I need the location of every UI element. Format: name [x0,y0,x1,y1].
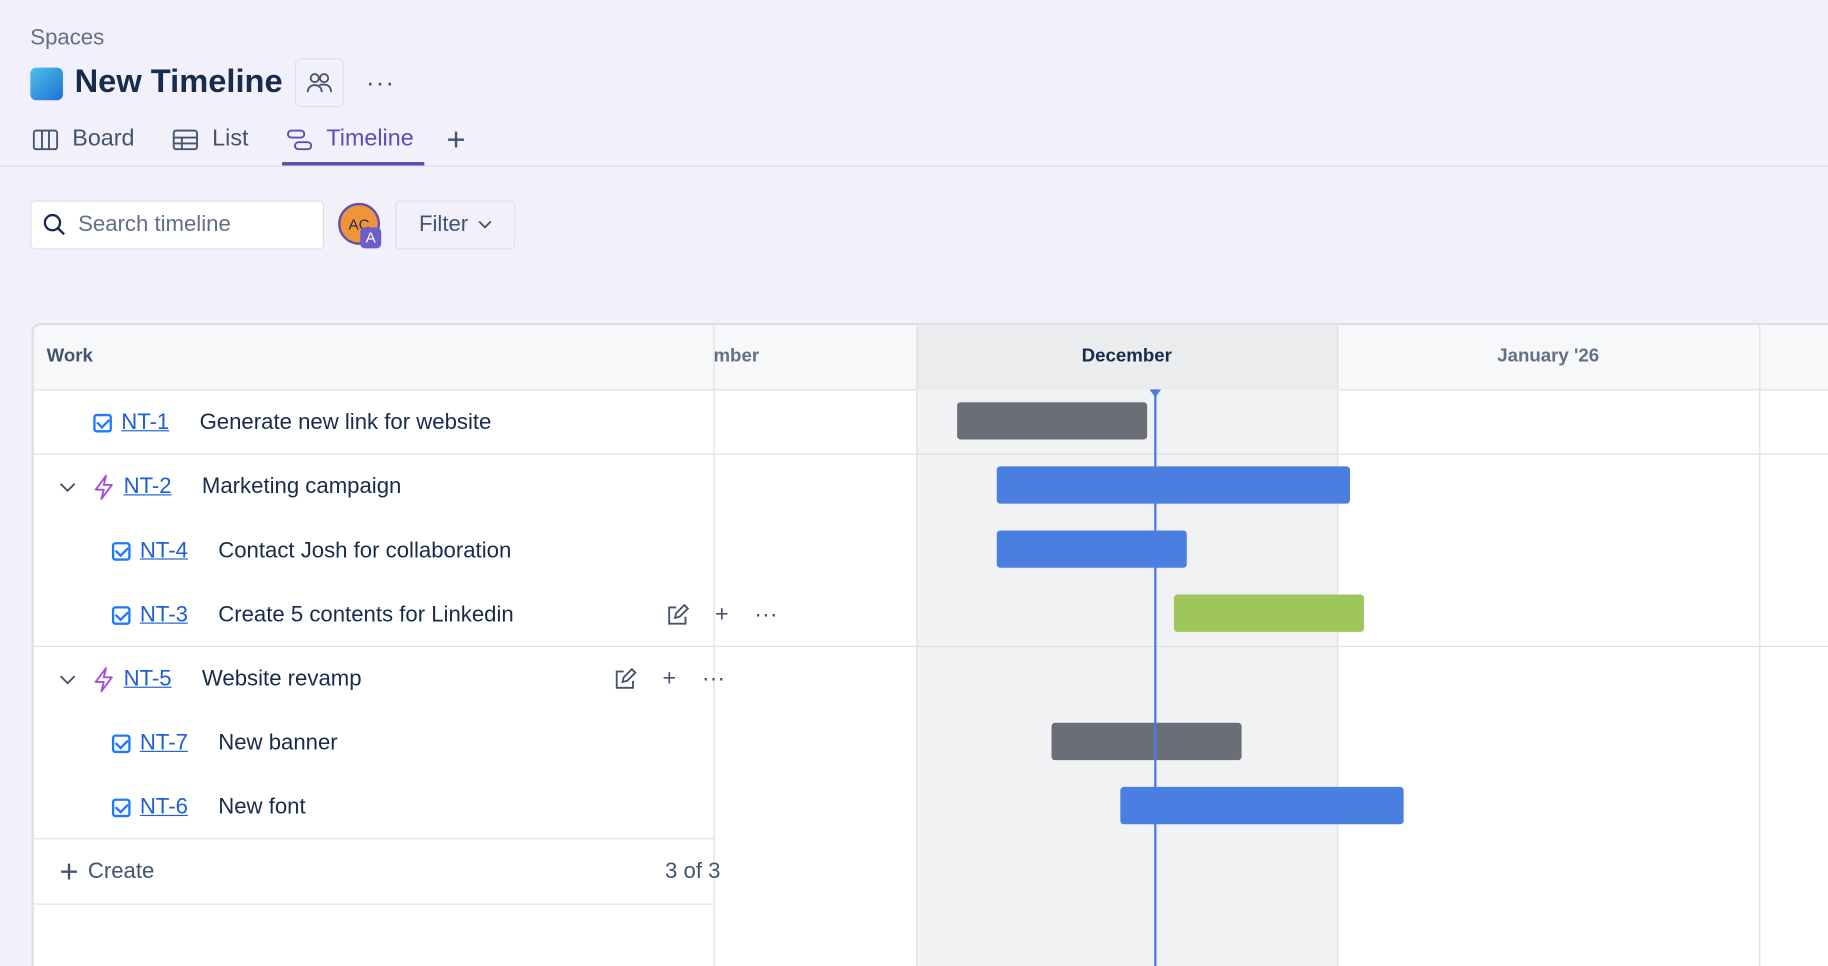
list-icon [172,129,198,150]
search-placeholder: Search timeline [78,212,231,237]
timeline-grid: mber December January '26 Work NT-1 Gener… [31,322,1828,966]
tab-timeline[interactable]: Timeline [287,126,414,153]
issue-key[interactable]: NT-7 [139,730,188,755]
issue-summary[interactable]: Contact Josh for collaboration [218,538,512,563]
work-row: NT-6 New font [34,775,792,839]
task-icon [111,797,131,817]
tab-underline [282,162,425,166]
more-button[interactable]: ··· [366,67,396,97]
work-header-cell [33,325,714,391]
issue-key[interactable]: NT-3 [139,602,188,627]
month-label: December [1081,346,1172,367]
epic-icon [94,474,113,500]
issue-summary[interactable]: Generate new link for website [199,409,492,435]
issue-key[interactable]: NT-5 [123,666,172,691]
tab-label: Timeline [326,125,414,152]
row-separator [33,645,714,648]
more-icon[interactable]: ··· [701,665,726,692]
people-button[interactable] [294,58,344,108]
row-separator [33,453,714,455]
month-label: January '26 [1497,346,1600,367]
month-line [1337,325,1339,966]
item-count: 3 of 3 [665,858,721,884]
work-header: Work [46,346,93,367]
add-icon[interactable]: + [662,665,677,692]
avatar-badge: A [360,227,382,249]
issue-key[interactable]: NT-2 [123,473,172,499]
work-row: NT-4 Contact Josh for collaboration [34,519,792,583]
task-icon [111,541,131,561]
filter-label: Filter [418,212,469,237]
today-line [1154,389,1157,966]
add-icon[interactable]: + [715,601,729,628]
task-icon [111,733,131,753]
work-pane: Work NT-1 Generate new link for website N… [33,325,778,966]
issue-summary[interactable]: New font [218,794,306,819]
issue-summary[interactable]: Website revamp [201,666,362,691]
breadcrumb[interactable]: Spaces [30,25,105,51]
row-separator [33,903,714,905]
create-label: Create [87,858,155,884]
create-row[interactable]: + Create 3 of 3 [34,839,739,903]
edit-icon[interactable] [666,603,690,626]
today-marker [1149,389,1162,398]
row-actions: + ··· [666,602,778,629]
issue-summary[interactable]: Marketing campaign [201,473,402,499]
space-icon [30,67,63,101]
bar[interactable] [996,530,1187,568]
row-separator [713,453,1828,455]
issue-summary[interactable]: New banner [218,730,338,755]
bar[interactable] [996,466,1350,504]
work-row: NT-1 Generate new link for website [34,391,773,455]
expand-chevron[interactable] [59,673,76,685]
work-row: NT-3 Create 5 contents for Linkedin + ··· [34,583,792,647]
edit-icon[interactable] [614,667,637,690]
task-icon [111,605,131,625]
bar[interactable] [1051,722,1242,761]
issue-summary[interactable]: Create 5 contents for Linkedin [218,602,514,627]
divider [0,165,1828,167]
chevron [478,220,492,229]
month-line [916,325,918,966]
board-icon [32,129,59,150]
people-icon [306,73,333,93]
search-box[interactable]: Search timeline [30,200,325,250]
add-tab[interactable]: + [446,121,466,158]
timeline-icon [287,129,313,150]
bar[interactable] [1173,594,1364,632]
bar[interactable] [1120,786,1404,825]
row-separator [713,645,1828,648]
bar[interactable] [957,402,1148,440]
tab-board[interactable]: Board [32,125,135,153]
task-icon [93,413,112,432]
issue-key[interactable]: NT-4 [139,538,188,563]
row-separator [33,838,714,840]
expand-chevron[interactable] [59,481,76,493]
page-title: New Timeline [74,62,283,100]
work-row: NT-7 New banner [34,711,792,775]
month-line [1759,325,1761,966]
tab-list[interactable]: List [172,125,249,153]
issue-key[interactable]: NT-6 [139,794,188,819]
tab-label: Board [72,125,135,152]
more-icon[interactable]: ··· [754,601,778,628]
search-icon [43,213,65,236]
epic-icon [94,666,113,692]
create-plus: + [59,852,79,889]
current-month-header [916,325,1338,390]
work-row: NT-5 Website revamp + ··· [34,647,739,711]
month-label: mber [713,346,760,367]
filter-button[interactable]: Filter [395,200,516,250]
row-actions: + ··· [614,665,726,693]
work-row: NT-2 Marketing campaign [34,455,739,519]
issue-key[interactable]: NT-1 [121,409,170,435]
tab-label: List [212,125,249,152]
